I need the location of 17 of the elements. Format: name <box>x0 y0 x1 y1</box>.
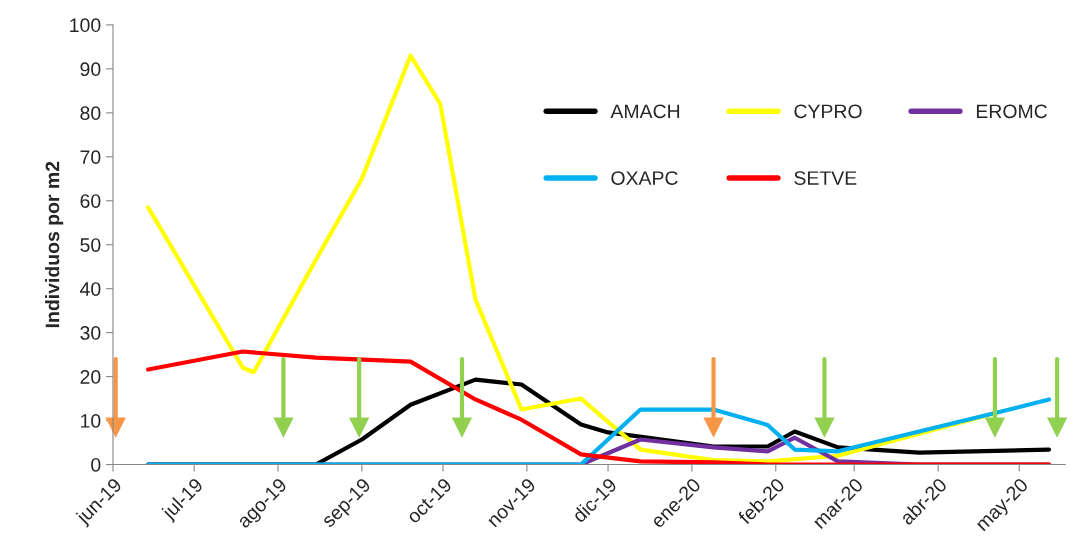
legend-label: EROMC <box>976 104 1047 119</box>
y-tick-label: 70 <box>80 150 101 165</box>
y-tick-label: 100 <box>70 18 101 33</box>
y-axis-title: Individuos por m2 <box>45 161 64 328</box>
y-tick-label: 60 <box>80 194 101 208</box>
y-tick-label: 10 <box>81 414 101 428</box>
y-tick-label: 40 <box>80 282 101 296</box>
legend-label: AMACH <box>610 104 680 119</box>
y-tick-label: 0 <box>91 457 101 472</box>
y-tick-label: 80 <box>80 106 101 121</box>
y-tick-label: 50 <box>80 238 101 252</box>
y-tick-label: 30 <box>80 326 101 340</box>
legend-label: OXAPC <box>611 171 678 185</box>
legend-label: SETVE <box>794 171 857 185</box>
legend-label: CYPRO <box>794 104 862 119</box>
y-tick-label: 90 <box>80 62 101 77</box>
y-tick-label: 20 <box>80 370 101 384</box>
